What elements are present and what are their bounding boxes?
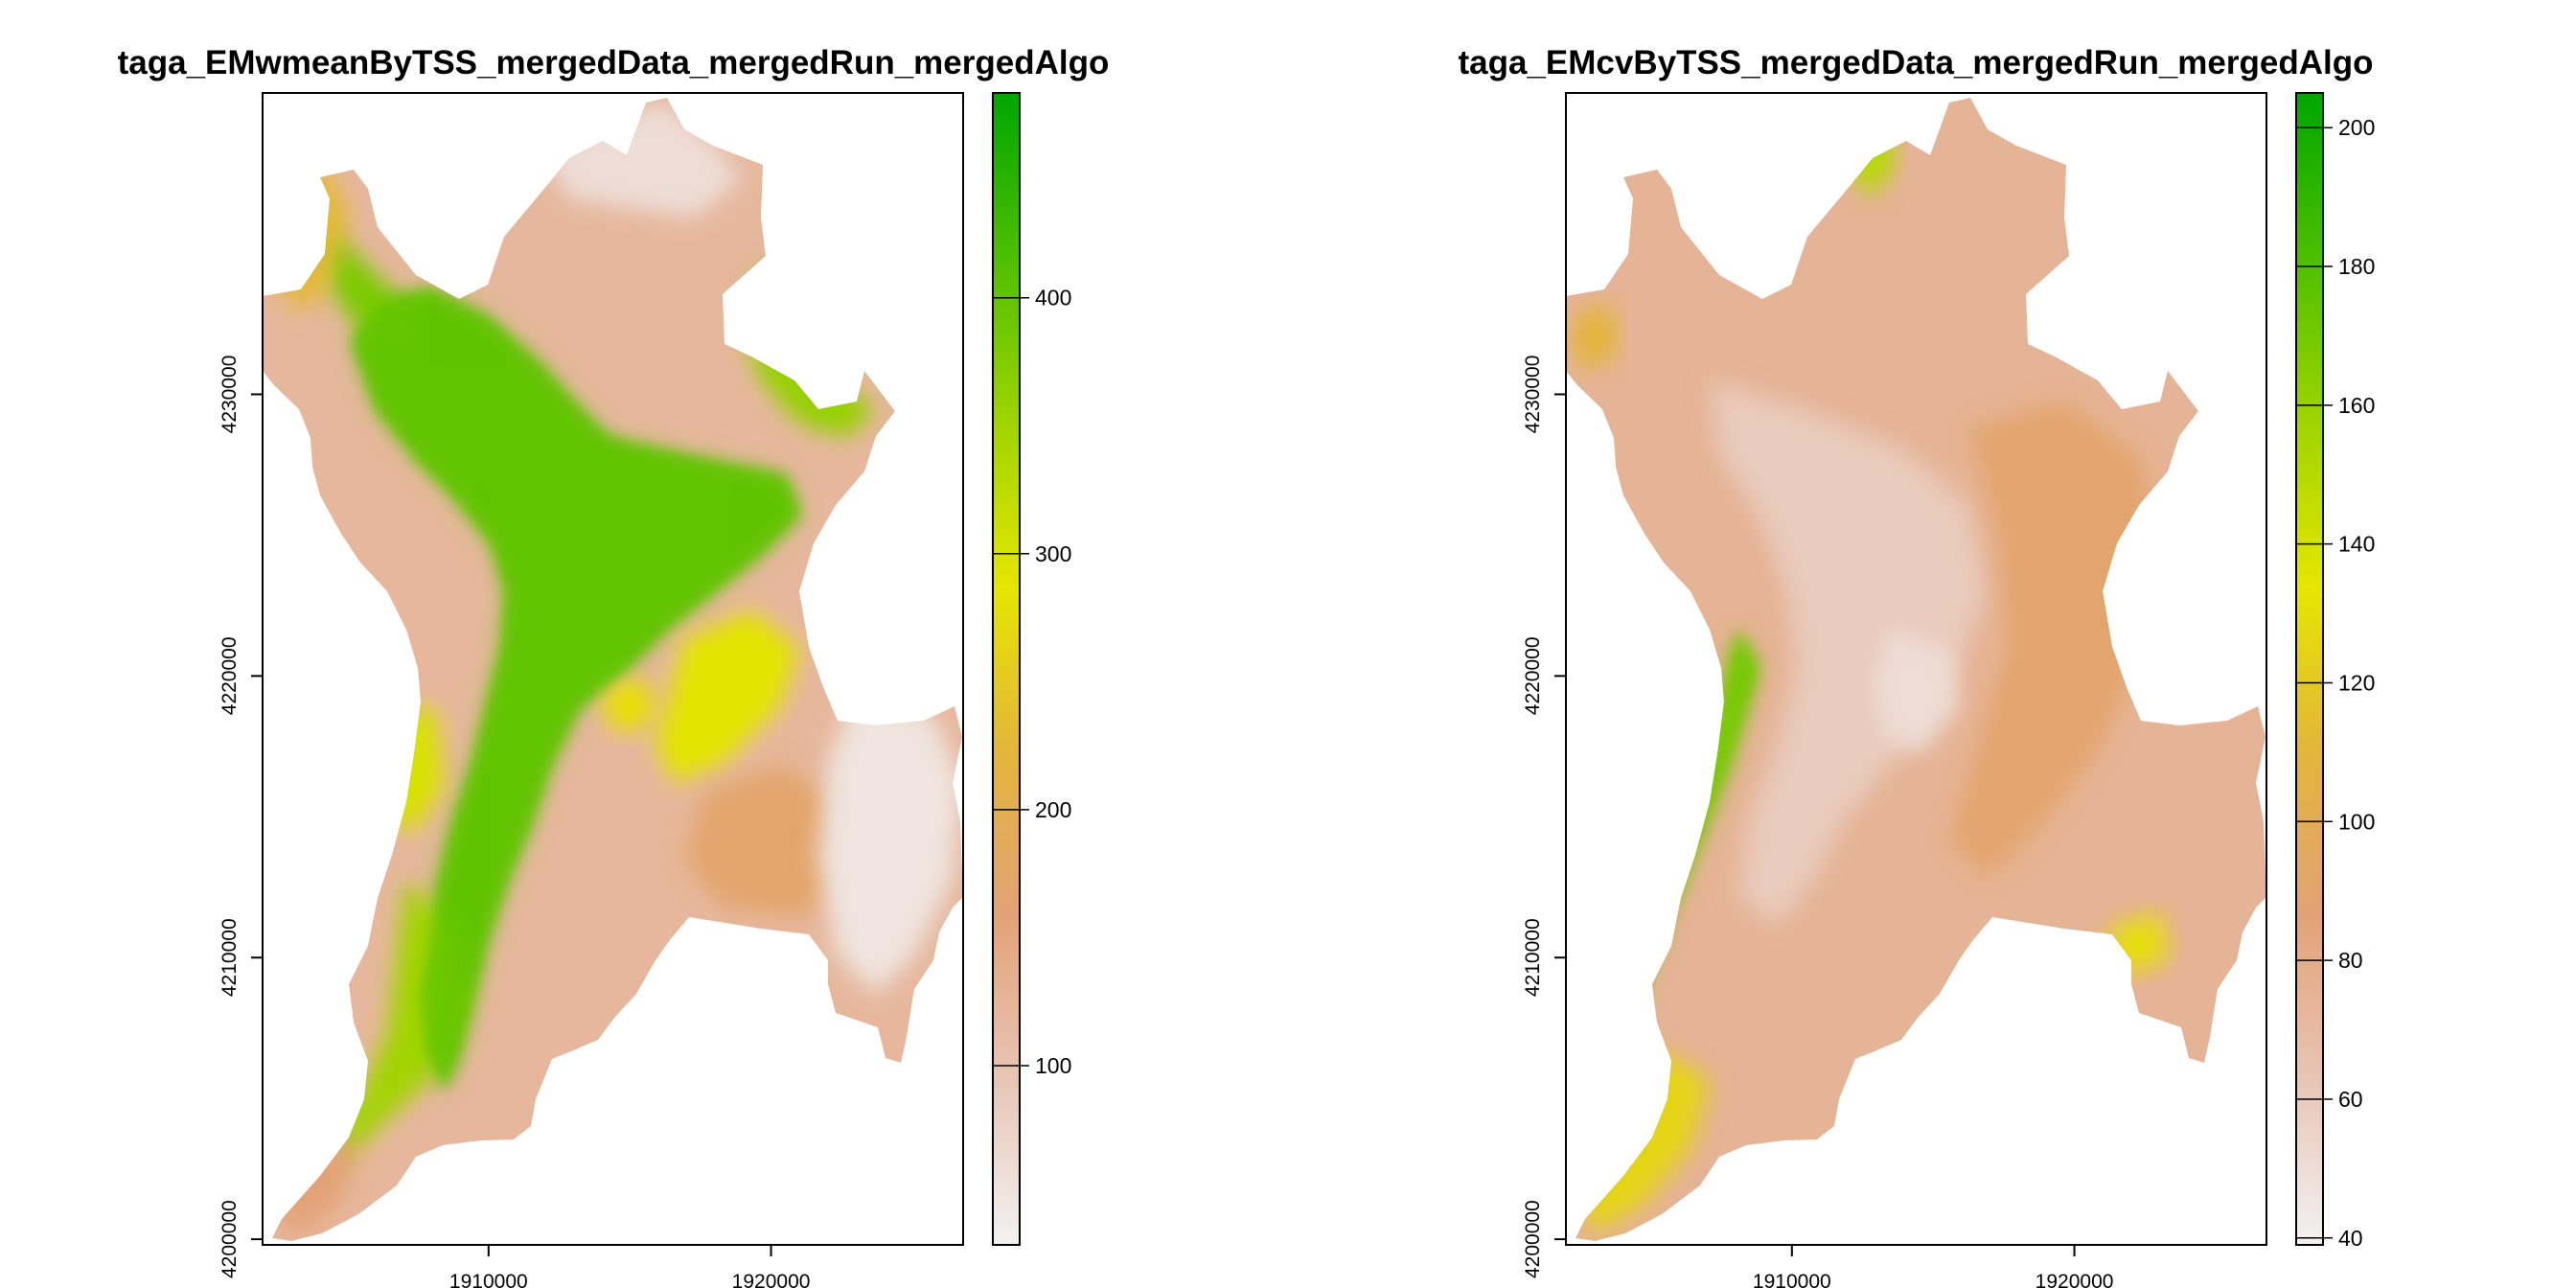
right-colorbar-fill [2295, 92, 2324, 1246]
right-colorbar-tick-label: 120 [2338, 670, 2375, 695]
left-region-central-patch [603, 678, 656, 735]
left-x-tick-label: 1920000 [732, 1271, 811, 1288]
right-panel-title: taga_EMcvByTSS_mergedData_mergedRun_merg… [1458, 44, 2373, 81]
left-y-tick-label: 4220000 [218, 636, 241, 715]
right-x-axis: 1910000 1920000 [1753, 1245, 2114, 1288]
right-y-tick-label: 4220000 [1522, 636, 1544, 715]
right-colorbar: 40 60 80 100 120 140 160 180 200 [2295, 92, 2375, 1251]
left-region-core [354, 289, 799, 1090]
left-y-tick-label: 4200000 [218, 1200, 241, 1278]
left-y-axis: 4200000 4210000 4220000 4230000 [218, 356, 263, 1278]
left-colorbar-tick-label: 200 [1035, 797, 1071, 822]
left-colorbar: 100 200 300 400 [992, 92, 1071, 1246]
left-x-tick-label: 1910000 [449, 1271, 528, 1288]
right-colorbar-tick-label: 100 [2338, 809, 2375, 834]
right-plot-frame [1565, 92, 2267, 1246]
right-y-tick-label: 4210000 [1522, 918, 1544, 997]
left-panel-title: taga_EMwmeanByTSS_mergedData_mergedRun_m… [118, 44, 1110, 81]
left-colorbar-tick-label: 300 [1035, 541, 1071, 566]
left-plot-frame [262, 92, 964, 1246]
right-region-valley-floor [1710, 380, 1988, 927]
left-panel: taga_EMwmeanByTSS_mergedData_mergedRun_m… [118, 44, 1110, 1288]
left-x-axis: 1910000 1920000 [449, 1245, 811, 1288]
right-region-eastern-slopes [1949, 400, 2160, 879]
right-y-tick-label: 4200000 [1522, 1200, 1544, 1278]
right-colorbar-tick-label: 60 [2338, 1087, 2363, 1112]
right-colorbar-tick-label: 140 [2338, 532, 2375, 557]
right-colorbar-tick-label: 40 [2338, 1226, 2363, 1251]
left-colorbar-tick-label: 400 [1035, 286, 1071, 310]
right-y-tick-label: 4230000 [1522, 356, 1544, 434]
right-colorbar-tick-label: 200 [2338, 115, 2375, 140]
left-colorbar-fill [992, 92, 1021, 1246]
left-y-tick-label: 4230000 [218, 356, 241, 434]
right-x-tick-label: 1920000 [2036, 1271, 2114, 1288]
right-colorbar-tick-label: 180 [2338, 254, 2375, 279]
right-panel: taga_EMcvByTSS_mergedData_mergedRun_merg… [1458, 44, 2375, 1288]
left-raster-map [263, 98, 962, 1241]
right-region-northwest-spot [1571, 304, 1619, 371]
left-region-southeast-slope [684, 764, 857, 917]
right-x-tick-label: 1910000 [1753, 1271, 1831, 1288]
right-colorbar-tick-label: 160 [2338, 393, 2375, 418]
right-region-bright-patches [1873, 630, 1959, 754]
left-y-tick-label: 4210000 [218, 918, 241, 997]
right-y-axis: 4200000 4210000 4220000 4230000 [1522, 356, 1566, 1278]
right-colorbar-tick-label: 80 [2338, 948, 2363, 973]
left-colorbar-tick-label: 100 [1035, 1053, 1071, 1078]
right-raster-map [1566, 98, 2266, 1241]
left-region-eastern-patches [656, 610, 799, 783]
left-region-east-peaks [818, 687, 962, 994]
